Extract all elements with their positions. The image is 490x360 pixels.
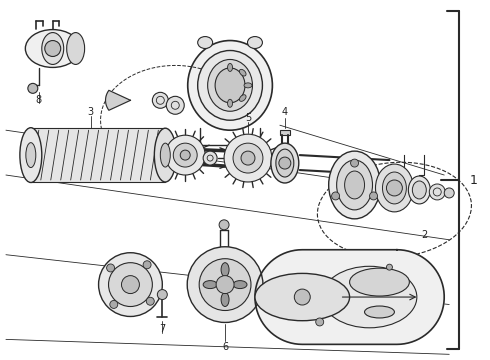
Circle shape [279,157,291,169]
Ellipse shape [160,143,171,167]
Circle shape [332,192,340,200]
Circle shape [157,289,167,300]
Ellipse shape [221,293,229,306]
Circle shape [316,318,324,326]
Circle shape [45,41,61,57]
Polygon shape [255,250,444,345]
Ellipse shape [240,95,246,102]
Ellipse shape [154,128,176,182]
Circle shape [107,264,115,272]
Ellipse shape [227,99,233,107]
Circle shape [387,180,402,196]
Ellipse shape [271,143,299,183]
Circle shape [98,253,162,316]
Text: 2: 2 [421,230,427,240]
Text: 8: 8 [36,95,42,105]
Circle shape [122,276,140,293]
Circle shape [294,289,310,305]
Circle shape [166,96,184,114]
Circle shape [216,276,234,293]
Ellipse shape [233,280,247,289]
Ellipse shape [244,83,252,88]
Ellipse shape [276,149,294,177]
Circle shape [110,301,118,309]
Ellipse shape [188,41,272,130]
Circle shape [108,263,152,306]
Circle shape [180,150,190,160]
Text: 1: 1 [469,174,477,186]
Ellipse shape [25,30,80,67]
Ellipse shape [240,69,246,76]
Text: 7: 7 [159,324,166,334]
Circle shape [444,188,454,198]
Circle shape [224,134,272,182]
Ellipse shape [337,160,372,210]
Ellipse shape [349,268,409,296]
Circle shape [429,184,445,200]
Ellipse shape [208,59,252,111]
Circle shape [199,259,251,310]
Circle shape [152,92,168,108]
Ellipse shape [408,176,430,204]
Ellipse shape [247,37,263,49]
Text: 3: 3 [88,107,94,117]
Text: 4: 4 [282,107,288,117]
Bar [280,130,290,135]
Ellipse shape [329,151,380,219]
Ellipse shape [197,37,213,49]
Ellipse shape [227,63,233,71]
Circle shape [143,261,151,269]
Text: 6: 6 [222,342,228,352]
Ellipse shape [20,128,42,183]
Bar [31,128,165,182]
Circle shape [387,264,392,270]
Polygon shape [105,90,130,110]
Circle shape [165,135,205,175]
Ellipse shape [255,273,349,321]
Ellipse shape [413,181,426,199]
Ellipse shape [383,172,406,204]
Ellipse shape [322,266,417,328]
Circle shape [369,192,377,200]
Circle shape [28,84,38,93]
Ellipse shape [67,32,85,64]
Circle shape [173,143,197,167]
Ellipse shape [42,32,64,64]
Circle shape [219,220,229,230]
Ellipse shape [215,68,245,103]
Ellipse shape [203,280,217,289]
Circle shape [187,247,263,323]
Ellipse shape [344,171,365,199]
Ellipse shape [365,306,394,318]
Text: 5: 5 [245,113,251,123]
Ellipse shape [375,164,414,212]
Circle shape [203,151,217,165]
Circle shape [241,151,255,165]
Ellipse shape [197,50,263,120]
Ellipse shape [221,263,229,276]
Circle shape [350,159,359,167]
Circle shape [147,297,154,305]
Ellipse shape [26,143,36,167]
Circle shape [233,143,263,173]
